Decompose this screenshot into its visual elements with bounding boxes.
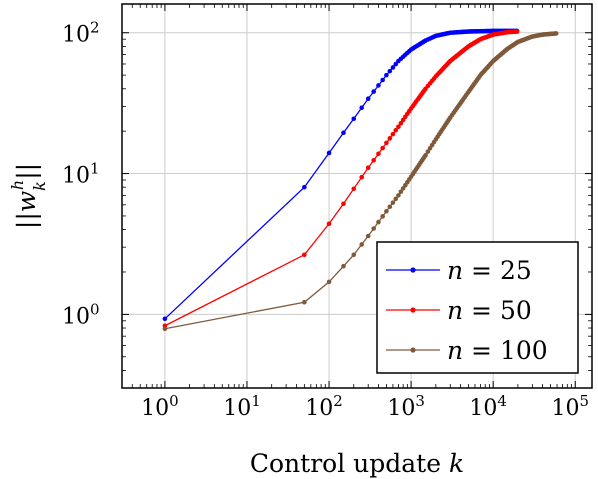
series-marker (393, 128, 399, 133)
series-marker (162, 316, 168, 322)
series-marker (326, 150, 332, 156)
series-marker (326, 221, 332, 227)
series-marker (380, 145, 385, 151)
plot-frame (121, 3, 593, 389)
legend-swatch-marker (410, 267, 416, 273)
legend-entry: n = 50 (386, 296, 532, 325)
series-layer (162, 28, 559, 332)
series-marker (371, 157, 376, 163)
x-tick-labels: 100 101 102 103 104 105 (141, 392, 589, 421)
series-marker (393, 196, 399, 202)
series-2 (162, 29, 520, 329)
series-1 (162, 28, 520, 322)
legend-entry: n = 25 (386, 256, 532, 285)
series-marker (341, 263, 346, 269)
series-marker (351, 252, 357, 258)
series-marker (341, 130, 346, 136)
series-marker (425, 149, 431, 154)
x-axis-title: Control update k (250, 449, 464, 478)
series-marker (371, 89, 376, 94)
series-marker (162, 326, 168, 332)
series-marker (376, 83, 381, 88)
series-marker (351, 186, 357, 192)
series-3 (162, 31, 559, 332)
series-marker (396, 193, 401, 198)
series-marker (423, 152, 428, 158)
x-tick-label: 104 (469, 392, 507, 421)
x-tick-label: 102 (305, 392, 343, 421)
svg-text:||wkh||: ||wkh|| (8, 163, 49, 229)
y-tick-label: 101 (62, 160, 100, 189)
y-tick-label: 102 (62, 19, 100, 48)
x-tick-label: 100 (141, 392, 179, 421)
series-marker (365, 165, 371, 171)
series-marker (341, 201, 346, 207)
series-marker (365, 233, 371, 239)
legend-label: n = 25 (447, 256, 532, 285)
series-marker (396, 124, 401, 130)
legend-swatch-marker (410, 307, 416, 313)
legend-box (376, 241, 579, 374)
series-marker (390, 131, 396, 137)
series-marker (302, 252, 307, 258)
series-marker (387, 204, 393, 210)
series-marker (359, 174, 365, 180)
legend-swatch-marker (410, 347, 416, 353)
series-marker (390, 200, 396, 205)
series-marker (326, 279, 332, 285)
series-marker (376, 151, 381, 157)
series-marker (371, 226, 376, 231)
legend-label: n = 100 (447, 336, 548, 365)
series-marker (359, 105, 365, 111)
series-marker (380, 214, 385, 219)
series-marker (387, 68, 393, 74)
legend-entry: n = 100 (386, 336, 548, 365)
series-marker (398, 120, 404, 126)
series-marker (390, 65, 396, 70)
series-marker (351, 116, 357, 122)
y-axis-title: ||wkh|| (8, 163, 49, 229)
series-marker (302, 299, 307, 305)
x-tick-label: 105 (551, 392, 589, 421)
series-marker (553, 31, 559, 36)
series-marker (384, 72, 389, 78)
legend: n = 25 n = 50 n = 100 (376, 241, 579, 374)
series-marker (359, 242, 365, 247)
y-tick-labels: 100 101 102 (62, 19, 100, 330)
series-marker (365, 96, 371, 102)
series-marker (376, 219, 381, 225)
x-tick-label: 103 (387, 392, 425, 421)
series-marker (398, 189, 404, 195)
series-marker (384, 140, 389, 146)
series-marker (387, 136, 393, 141)
series-marker (514, 29, 520, 34)
series-marker (384, 208, 389, 214)
y-tick-label: 100 (62, 300, 100, 329)
series-marker (302, 184, 307, 190)
series-marker (380, 77, 385, 83)
series-marker (393, 61, 399, 67)
legend-label: n = 50 (447, 296, 532, 325)
x-tick-label: 101 (223, 392, 261, 421)
